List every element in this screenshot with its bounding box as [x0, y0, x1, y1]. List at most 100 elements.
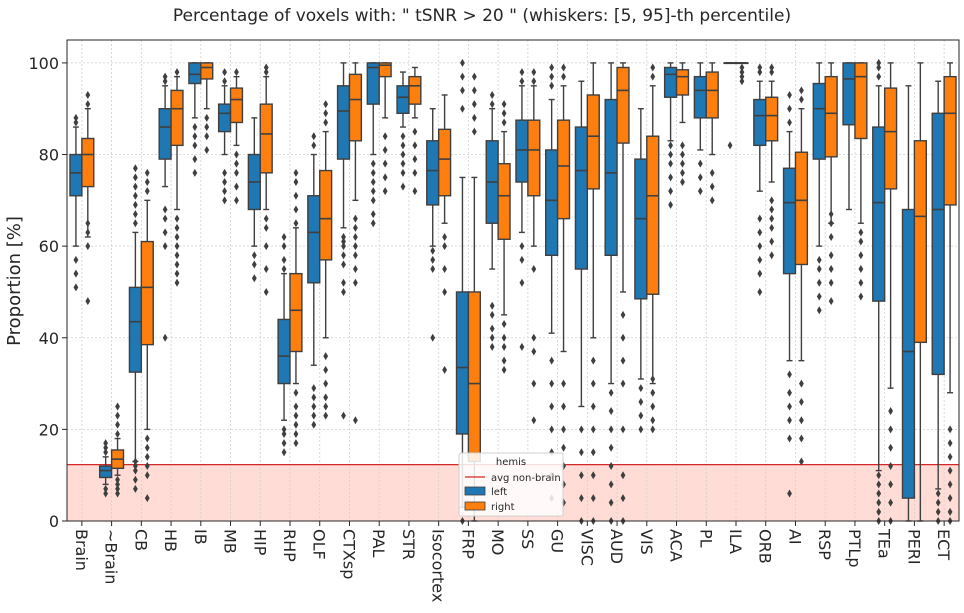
outlier-point	[876, 489, 882, 498]
outlier-point	[668, 150, 673, 159]
chart-title: Percentage of voxels with: " tSNR > 20 "…	[173, 6, 791, 26]
outlier-point	[590, 471, 596, 480]
outlier-point	[353, 223, 358, 232]
outlier-point	[858, 251, 864, 260]
plot-background	[67, 40, 959, 521]
outlier-point	[549, 425, 555, 434]
outlier-point	[323, 379, 329, 388]
outlier-point	[430, 333, 436, 342]
outlier-point	[132, 484, 138, 493]
outlier-point	[103, 448, 109, 457]
box-right-PL	[705, 71, 719, 119]
outlier-point	[876, 471, 882, 480]
outlier-point	[222, 68, 227, 77]
outlier-point	[787, 388, 792, 397]
outlier-point	[263, 242, 269, 251]
outlier-point	[115, 475, 120, 484]
outlier-point	[323, 411, 329, 420]
outlier-point	[311, 420, 317, 429]
x-tick-label: ECT	[934, 529, 953, 560]
outlier-point	[73, 113, 79, 122]
outlier-point	[412, 168, 418, 177]
outlier-point	[162, 77, 168, 86]
outlier-point	[608, 425, 614, 434]
outlier-point	[281, 265, 287, 274]
outlier-point	[787, 118, 792, 127]
outlier-point	[311, 393, 317, 402]
x-tick-label: PERI	[904, 529, 923, 565]
y-tick-label: 20	[39, 420, 59, 439]
outlier-point	[799, 95, 804, 104]
outlier-point	[251, 274, 257, 283]
x-tick-label: GU	[548, 529, 567, 553]
outlier-point	[281, 429, 287, 438]
outlier-point	[549, 81, 555, 90]
outlier-point	[311, 141, 317, 150]
outlier-point	[590, 379, 596, 388]
outlier-point	[697, 187, 703, 196]
outlier-point	[876, 498, 882, 507]
x-tick-label: Isocortex	[429, 529, 448, 602]
outlier-point	[341, 251, 346, 260]
outlier-point	[769, 237, 775, 246]
outlier-point	[430, 246, 436, 255]
outlier-point	[162, 214, 168, 223]
outlier-point	[709, 168, 715, 177]
outlier-point	[311, 411, 317, 420]
outlier-point	[590, 402, 596, 411]
outlier-point	[281, 439, 287, 448]
outlier-point	[501, 333, 507, 342]
outlier-point	[263, 63, 269, 72]
outlier-point	[222, 187, 227, 196]
outlier-point	[400, 132, 406, 141]
outlier-point	[501, 356, 507, 365]
outlier-point	[162, 242, 168, 251]
x-tick-label: MB	[221, 529, 240, 554]
outlier-point	[816, 265, 822, 274]
outlier-point	[222, 178, 227, 187]
outlier-point	[234, 150, 239, 159]
outlier-point	[293, 402, 299, 411]
outlier-point	[353, 251, 358, 260]
outlier-point	[947, 439, 953, 448]
outlier-point	[828, 219, 834, 228]
outlier-point	[162, 333, 168, 342]
outlier-point	[442, 287, 448, 296]
outlier-point	[144, 187, 150, 196]
outlier-point	[531, 379, 537, 388]
outlier-point	[263, 223, 269, 232]
x-tick-label: ILA	[726, 529, 745, 554]
outlier-point	[828, 210, 834, 219]
outlier-point	[234, 196, 239, 205]
legend-label-left: left	[491, 487, 507, 498]
outlier-point	[460, 104, 465, 113]
outlier-point	[460, 72, 465, 81]
outlier-point	[382, 187, 388, 196]
outlier-point	[353, 416, 358, 425]
outlier-point	[561, 72, 566, 81]
outlier-point	[85, 90, 91, 99]
box-right-PTLp	[854, 62, 868, 140]
x-tick-label: PAL	[369, 529, 388, 558]
box-right-AI	[794, 151, 809, 266]
outlier-point	[192, 141, 198, 150]
outlier-point	[162, 228, 168, 237]
outlier-point	[353, 278, 358, 287]
outlier-point	[370, 219, 376, 228]
outlier-point	[222, 77, 227, 86]
outlier-point	[650, 416, 656, 425]
x-tick-label: MO	[488, 529, 507, 555]
outlier-point	[727, 141, 733, 150]
outlier-point	[103, 439, 109, 448]
outlier-point	[947, 466, 953, 475]
outlier-point	[263, 68, 269, 77]
outlier-point	[489, 342, 495, 351]
y-tick-label: 80	[39, 146, 59, 165]
box-right-STR	[408, 75, 422, 105]
outlier-point	[561, 402, 566, 411]
box-left-RHP	[277, 318, 291, 385]
outlier-point	[370, 178, 376, 187]
outlier-point	[531, 68, 537, 77]
outlier-point	[85, 242, 91, 251]
outlier-point	[144, 434, 150, 443]
